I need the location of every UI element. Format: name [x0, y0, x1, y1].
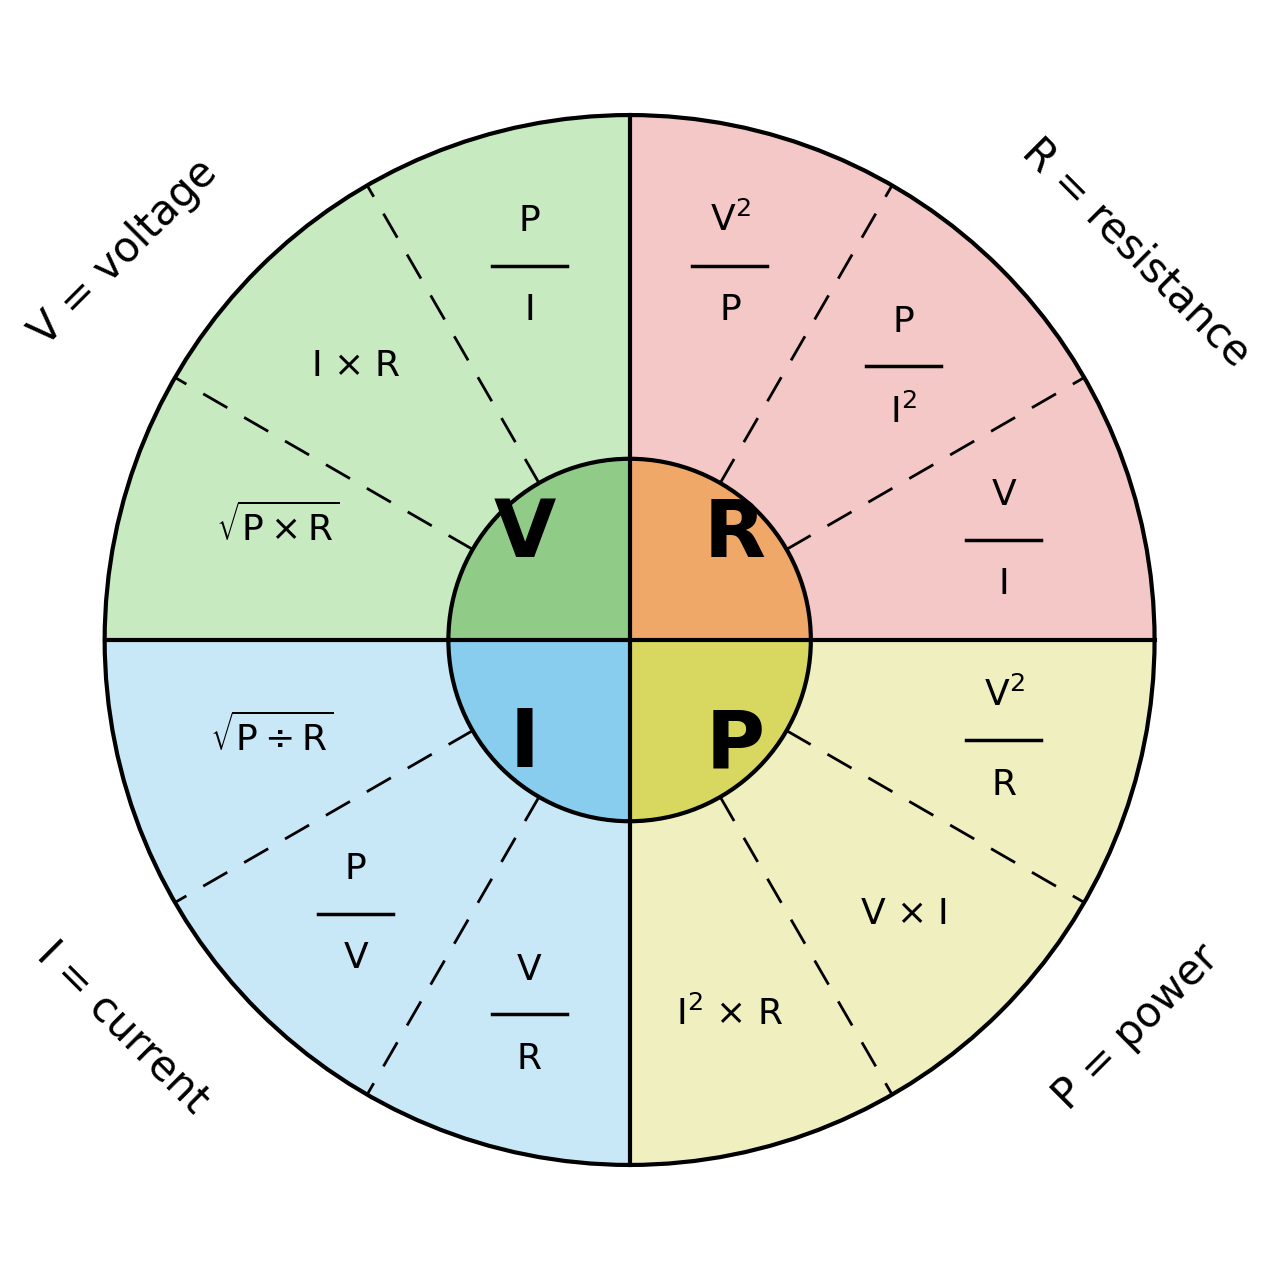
Polygon shape — [448, 458, 630, 640]
Text: V$^2$: V$^2$ — [709, 202, 750, 238]
Text: V: V — [343, 942, 369, 975]
Polygon shape — [105, 115, 630, 640]
Polygon shape — [630, 640, 810, 822]
Text: I$^2$ $\times$ R: I$^2$ $\times$ R — [676, 996, 783, 1033]
Text: P: P — [705, 707, 764, 785]
Text: R = resistance: R = resistance — [1014, 131, 1258, 375]
Text: I: I — [509, 707, 539, 785]
Text: V: V — [517, 952, 541, 987]
Text: $\sqrt{\mathsf{P \div R}}$: $\sqrt{\mathsf{P \div R}}$ — [210, 714, 334, 758]
Text: R: R — [992, 768, 1016, 801]
Polygon shape — [630, 458, 810, 640]
Text: P: P — [344, 852, 366, 887]
Text: V $\times$ I: V $\times$ I — [860, 897, 947, 931]
Polygon shape — [630, 640, 1155, 1165]
Text: P: P — [892, 305, 914, 338]
Polygon shape — [630, 115, 1155, 640]
Polygon shape — [105, 640, 630, 1165]
Text: V: V — [992, 479, 1016, 512]
Text: I = current: I = current — [29, 933, 218, 1121]
Text: I: I — [524, 293, 535, 328]
Text: V$^2$: V$^2$ — [983, 677, 1024, 713]
Text: $\sqrt{\mathsf{P \times R}}$: $\sqrt{\mathsf{P \times R}}$ — [216, 503, 339, 548]
Text: R: R — [704, 495, 765, 573]
Text: P: P — [518, 205, 540, 238]
Text: V = voltage: V = voltage — [22, 151, 225, 355]
Text: V: V — [493, 495, 556, 573]
Text: R: R — [517, 1042, 541, 1075]
Text: P = power: P = power — [1044, 937, 1226, 1119]
Text: I: I — [998, 567, 1009, 602]
Polygon shape — [448, 640, 630, 822]
Text: P: P — [719, 293, 741, 328]
Text: I $\times$ R: I $\times$ R — [311, 349, 401, 383]
Text: I$^2$: I$^2$ — [891, 393, 916, 430]
